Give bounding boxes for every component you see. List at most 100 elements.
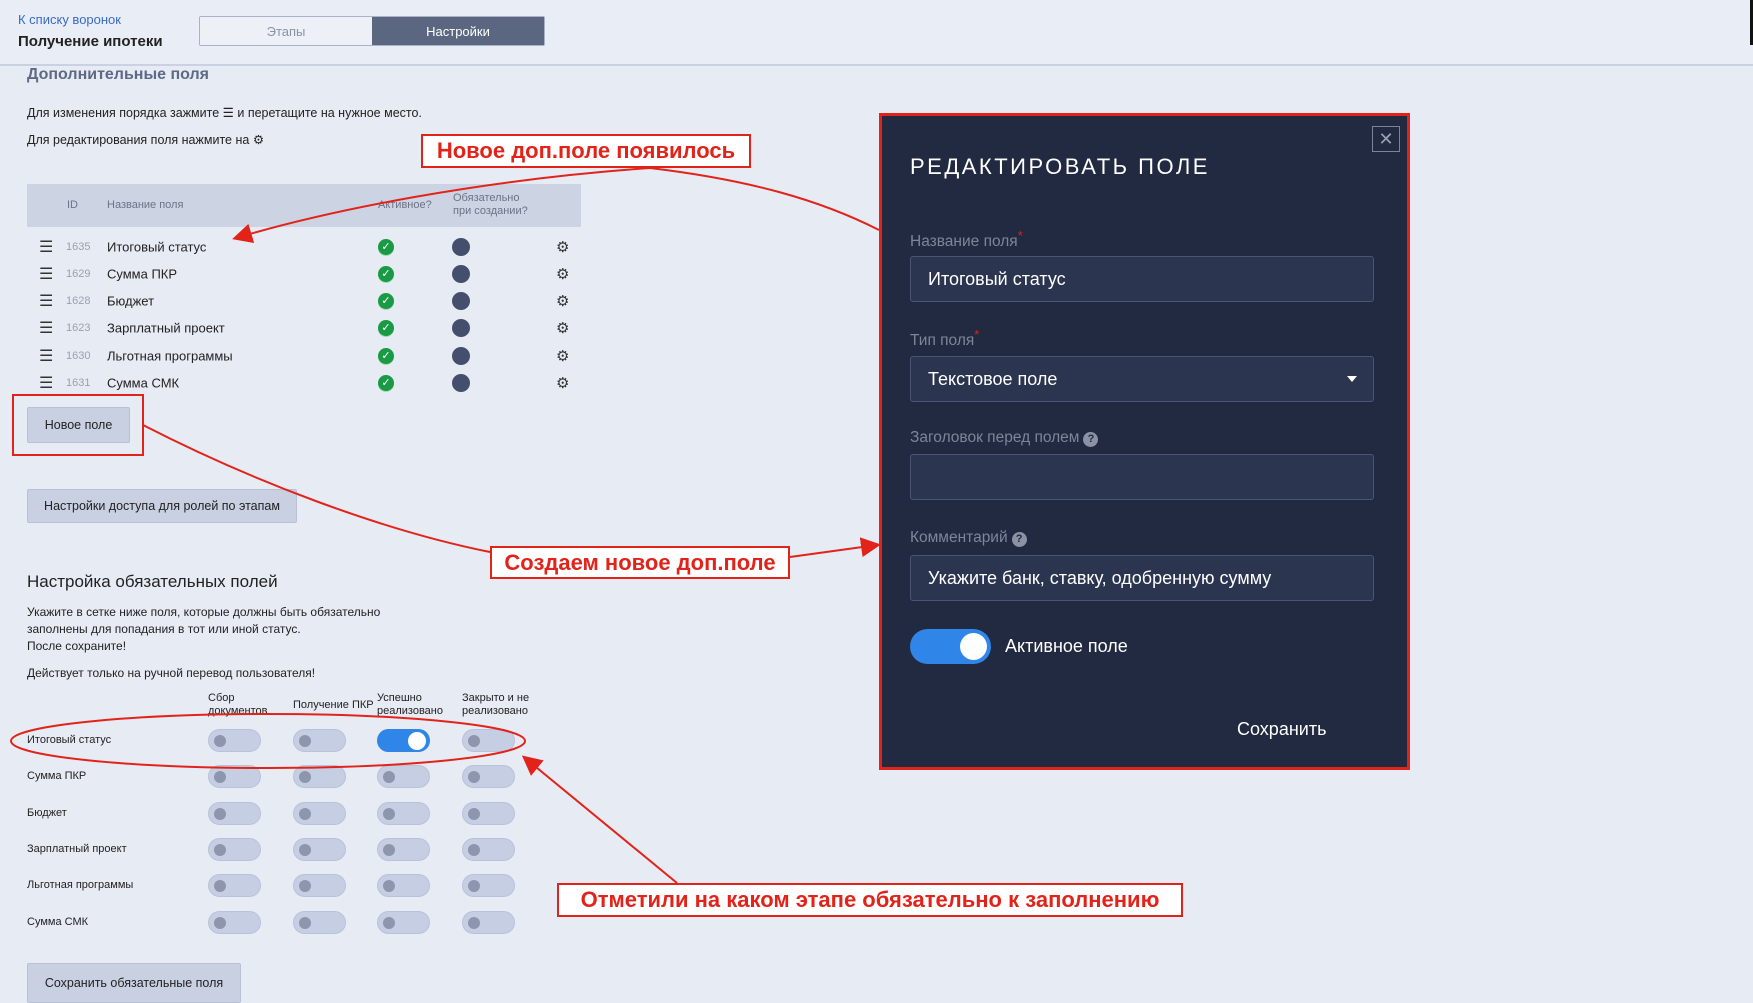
required-toggle[interactable] (377, 910, 430, 934)
field-name: Итоговый статус (107, 239, 207, 254)
stage-header: Получение ПКР (293, 699, 374, 712)
check-icon: ✓ (378, 347, 394, 364)
save-button[interactable]: Сохранить (1237, 719, 1327, 739)
drag-handle-icon[interactable]: ☰ (39, 293, 54, 311)
required-description: Укажите в сетке ниже поля, которые должн… (27, 604, 380, 655)
required-toggle[interactable] (293, 910, 346, 934)
back-link[interactable]: К списку воронок (18, 12, 121, 27)
field-id: 1635 (66, 240, 91, 253)
stage-header: Закрыто и не реализовано (462, 692, 529, 718)
field-type-select[interactable]: Текстовое поле (910, 356, 1374, 402)
page-title: Получение ипотеки (18, 33, 163, 50)
gear-icon: ⚙ (252, 133, 265, 147)
edit-field-modal: РЕДАКТИРОВАТЬ ПОЛЕ ✕ Название поля* Итог… (879, 113, 1410, 770)
required-toggle[interactable] (377, 729, 430, 752)
drag-handle-icon[interactable]: ☰ (39, 320, 54, 338)
field-name-input[interactable]: Итоговый статус (910, 256, 1374, 302)
field-name: Бюджет (107, 293, 155, 309)
gear-icon[interactable]: ⚙ (556, 293, 570, 311)
tab-stages[interactable]: Этапы (200, 17, 372, 45)
field-id: 1629 (66, 267, 91, 280)
required-asterisk: * (1017, 228, 1023, 243)
table-row: ☰ 1628 Бюджет ✓ ⚙ (27, 288, 581, 315)
table-row: ☰ 1635 Итоговый статус ✓ ⚙ (27, 233, 581, 260)
edit-hint: Для редактирования поля нажмите на ⚙ (27, 132, 264, 147)
drag-handle-icon[interactable]: ☰ (39, 265, 54, 283)
required-indicator (452, 374, 470, 392)
required-toggle[interactable] (462, 729, 515, 752)
new-field-button[interactable]: Новое поле (27, 407, 130, 443)
required-toggle[interactable] (208, 910, 261, 934)
table-row: ☰ 1631 Сумма СМК ✓ ⚙ (27, 370, 581, 397)
grid-row-label: Итоговый статус (27, 734, 112, 746)
gear-icon[interactable]: ⚙ (556, 320, 570, 338)
grid-row-label: Сумма СМК (27, 915, 89, 928)
required-toggle[interactable] (462, 801, 515, 825)
required-toggle[interactable] (293, 801, 346, 825)
required-toggle[interactable] (462, 837, 515, 861)
check-icon: ✓ (378, 265, 394, 282)
reorder-hint: Для изменения порядка зажмите ☰ и перета… (27, 105, 422, 120)
required-toggle[interactable] (462, 765, 515, 789)
callout-new-field-appeared: Новое доп.поле появилось (421, 134, 751, 168)
desc-line: заполнены для попадания в тот или иной с… (27, 622, 301, 636)
check-icon: ✓ (378, 320, 394, 337)
gear-icon[interactable]: ⚙ (556, 238, 570, 256)
callout-create-new-field: Создаем новое доп.поле (490, 546, 790, 579)
grid-row-label: Бюджет (27, 806, 67, 819)
check-icon: ✓ (378, 375, 394, 391)
required-toggle[interactable] (208, 837, 261, 861)
heading-label: Заголовок перед полем? (910, 429, 1099, 447)
grid-row-label: Зарплатный проект (27, 842, 127, 855)
access-settings-button[interactable]: Настройки доступа для ролей по этапам (27, 489, 297, 523)
help-icon[interactable]: ? (1083, 432, 1099, 447)
required-toggle[interactable] (293, 729, 346, 752)
required-toggle[interactable] (377, 837, 430, 861)
tab-settings[interactable]: Настройки (372, 17, 544, 45)
required-toggle[interactable] (293, 874, 346, 898)
drag-handle-icon[interactable]: ☰ (39, 238, 54, 256)
gear-icon[interactable]: ⚙ (556, 347, 570, 365)
required-toggle[interactable] (377, 874, 430, 898)
required-toggle[interactable] (293, 837, 346, 861)
grid-row-label: Сумма ПКР (27, 770, 87, 783)
close-icon[interactable]: ✕ (1372, 126, 1400, 152)
required-toggle[interactable] (462, 874, 515, 898)
active-toggle[interactable] (910, 629, 991, 664)
required-toggle[interactable] (208, 765, 261, 789)
fields-table-header: ID Название поля Активное? Обязательно пр… (27, 184, 581, 227)
comment-input[interactable]: Укажите банк, ставку, одобренную сумму (910, 555, 1374, 601)
required-toggle[interactable] (208, 801, 261, 825)
required-indicator (452, 319, 470, 338)
type-label: Тип поля* (910, 327, 979, 350)
stage-header-line: реализовано (462, 705, 528, 717)
gear-icon[interactable]: ⚙ (556, 265, 570, 283)
drag-handle-icon[interactable]: ☰ (39, 347, 54, 365)
required-toggle[interactable] (462, 910, 515, 934)
heading-input[interactable] (910, 454, 1374, 500)
required-toggle[interactable] (377, 801, 430, 825)
required-indicator (452, 292, 470, 311)
field-id: 1630 (66, 349, 91, 362)
required-toggle[interactable] (208, 729, 261, 752)
col-active: Активное? (378, 199, 432, 211)
label-text: Название поля (910, 233, 1018, 251)
table-row: ☰ 1629 Сумма ПКР ✓ ⚙ (27, 260, 581, 287)
field-name: Сумма ПКР (107, 266, 178, 282)
col-required: Обязательно при создании? (453, 192, 528, 218)
required-toggle[interactable] (208, 874, 261, 898)
required-toggle[interactable] (377, 765, 430, 789)
col-id: ID (67, 199, 78, 211)
required-toggle[interactable] (293, 765, 346, 789)
grid-row-label: Льготная программы (27, 879, 134, 892)
gear-icon[interactable]: ⚙ (556, 375, 570, 392)
help-icon[interactable]: ? (1011, 532, 1027, 547)
modal-title: РЕДАКТИРОВАТЬ ПОЛЕ (910, 154, 1210, 179)
required-indicator (452, 264, 470, 283)
drag-handle-icon[interactable]: ☰ (39, 375, 54, 392)
required-note: Действует только на ручной перевод польз… (27, 666, 316, 680)
save-required-button[interactable]: Сохранить обязательные поля (27, 963, 241, 1003)
field-name: Зарплатный проект (107, 320, 225, 336)
hint-text: Для изменения порядка зажмите (27, 106, 220, 120)
callout-marked-stage: Отметили на каком этапе обязательно к за… (557, 883, 1183, 917)
